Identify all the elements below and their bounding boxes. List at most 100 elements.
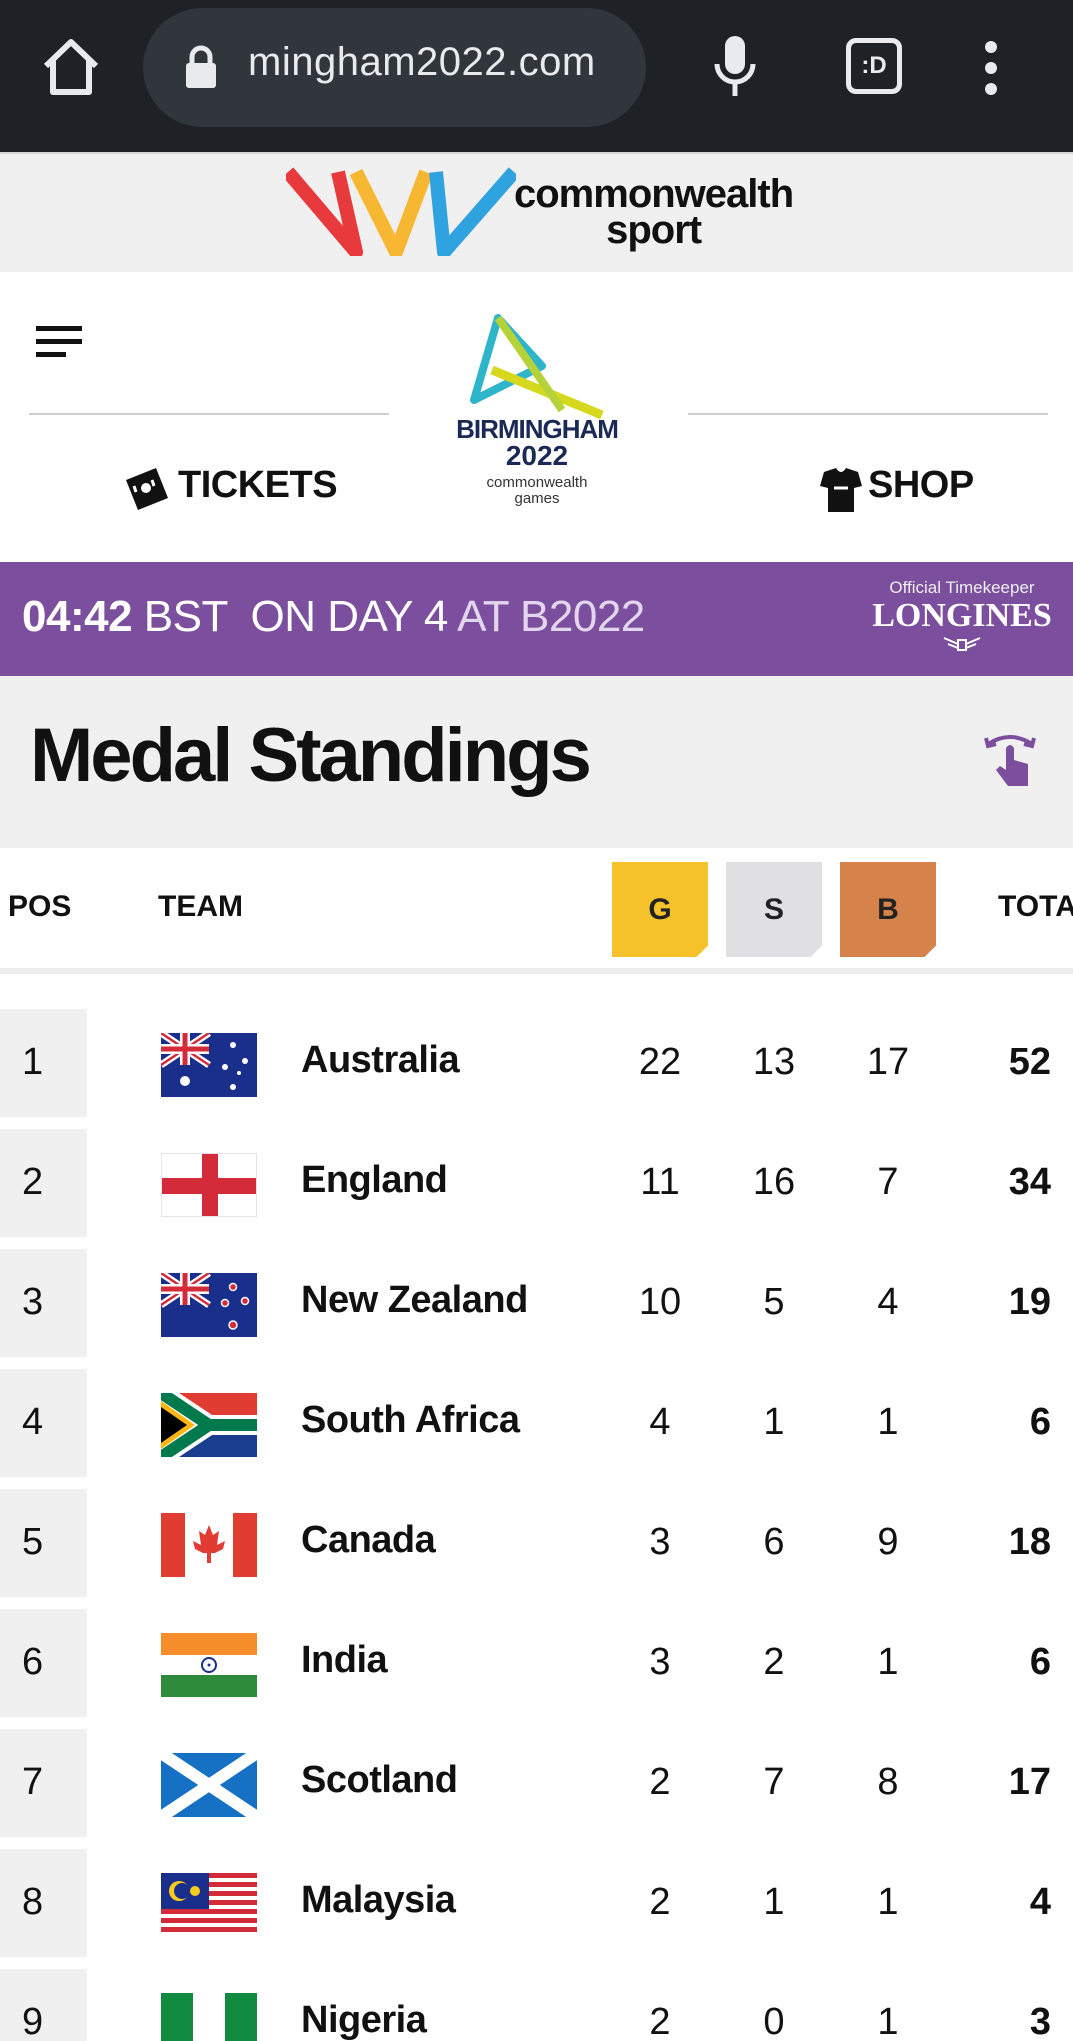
pos-cell: 5 bbox=[0, 1489, 87, 1597]
silver-count: 1 bbox=[763, 1401, 785, 1443]
commonwealth-sport-logo-icon[interactable] bbox=[282, 164, 520, 259]
team-name[interactable]: India bbox=[301, 1639, 388, 1681]
shop-label: SHOP bbox=[868, 464, 974, 506]
ticket-icon bbox=[126, 468, 168, 510]
col-header-silver[interactable]: S bbox=[726, 862, 822, 957]
total-count: 19 bbox=[1008, 1281, 1051, 1323]
col-header-bronze[interactable]: B bbox=[840, 862, 936, 957]
total-count: 52 bbox=[1008, 1041, 1051, 1083]
bronze-count: 9 bbox=[877, 1521, 899, 1563]
bronze-count: 7 bbox=[877, 1161, 899, 1203]
table-row[interactable]: 1 Australia 22 13 17 52 bbox=[0, 1009, 1073, 1117]
pos-cell: 7 bbox=[0, 1729, 87, 1837]
nigeria-flag-icon bbox=[161, 1993, 257, 2041]
timekeeper-label: Official Timekeeper bbox=[889, 578, 1035, 597]
col-header-total: TOTAL bbox=[998, 890, 1073, 923]
team-name[interactable]: Malaysia bbox=[301, 1879, 456, 1921]
gold-count: 3 bbox=[649, 1641, 671, 1683]
row-pos: 4 bbox=[22, 1401, 44, 1443]
canada-flag-icon bbox=[161, 1513, 257, 1577]
col-header-gold[interactable]: G bbox=[612, 862, 708, 957]
header-divider-right bbox=[688, 413, 1048, 415]
total-count: 3 bbox=[1029, 2001, 1051, 2041]
row-pos: 1 bbox=[22, 1041, 44, 1083]
home-icon[interactable] bbox=[40, 36, 102, 98]
table-row[interactable]: 4 South Africa 4 1 1 6 bbox=[0, 1369, 1073, 1477]
more-vert-icon[interactable] bbox=[984, 40, 998, 96]
clock-day: ON DAY 4 bbox=[250, 592, 449, 641]
url-text[interactable]: mingham2022.com bbox=[248, 40, 596, 84]
shop-link[interactable]: SHOP bbox=[816, 460, 986, 520]
logo-city: BIRMINGHAM bbox=[456, 414, 619, 444]
new-zealand-flag-icon bbox=[161, 1273, 257, 1337]
table-row[interactable]: 3 New Zealand 10 5 4 19 bbox=[0, 1249, 1073, 1357]
clock-zone: BST bbox=[143, 592, 228, 641]
col-header-pos: POS bbox=[8, 890, 72, 923]
address-bar[interactable] bbox=[143, 8, 646, 127]
row-pos: 6 bbox=[22, 1641, 44, 1683]
pos-cell: 4 bbox=[0, 1369, 87, 1477]
team-name[interactable]: Scotland bbox=[301, 1759, 458, 1801]
table-row[interactable]: 5 Canada 3 6 9 18 bbox=[0, 1489, 1073, 1597]
bronze-count: 8 bbox=[877, 1761, 899, 1803]
silver-count: 13 bbox=[752, 1041, 796, 1083]
silver-count: 5 bbox=[763, 1281, 785, 1323]
page-title: Medal Standings bbox=[30, 713, 592, 798]
total-count: 18 bbox=[1008, 1521, 1051, 1563]
clock-time: 04:42 bbox=[22, 592, 133, 641]
gold-count: 2 bbox=[649, 1761, 671, 1803]
timekeeper-sponsor[interactable]: Official Timekeeper LONGINES bbox=[862, 578, 1062, 662]
pos-cell: 3 bbox=[0, 1249, 87, 1357]
india-flag-icon bbox=[161, 1633, 257, 1697]
pos-cell: 9 bbox=[0, 1969, 87, 2041]
swipe-hint-icon[interactable] bbox=[982, 726, 1038, 788]
australia-flag-icon bbox=[161, 1033, 257, 1097]
commonwealth-sport-banner bbox=[0, 152, 1073, 274]
team-name[interactable]: South Africa bbox=[301, 1399, 520, 1441]
gold-count: 4 bbox=[649, 1401, 671, 1443]
silver-label: S bbox=[763, 892, 784, 926]
logo-year: 2022 bbox=[505, 440, 569, 471]
table-row[interactable]: 7 Scotland 2 7 8 17 bbox=[0, 1729, 1073, 1837]
gold-count: 11 bbox=[640, 1161, 680, 1203]
microphone-icon[interactable] bbox=[714, 34, 756, 100]
bronze-label: B bbox=[877, 892, 899, 926]
total-count: 4 bbox=[1029, 1881, 1051, 1923]
gold-count: 2 bbox=[649, 1881, 671, 1923]
hamburger-icon[interactable] bbox=[36, 326, 84, 358]
tickets-link[interactable]: TICKETS bbox=[120, 460, 338, 520]
gold-count: 10 bbox=[638, 1281, 682, 1323]
site-header bbox=[0, 272, 1073, 562]
malaysia-flag-icon bbox=[161, 1873, 257, 1937]
scotland-flag-icon bbox=[161, 1753, 257, 1817]
shirt-icon bbox=[820, 468, 862, 512]
team-name[interactable]: New Zealand bbox=[301, 1279, 528, 1321]
bronze-count: 1 bbox=[877, 1881, 899, 1923]
lock-icon[interactable] bbox=[184, 44, 218, 90]
tab-switcher-label: :D bbox=[861, 52, 887, 79]
logo-games-line2: games bbox=[514, 490, 560, 507]
team-name[interactable]: Nigeria bbox=[301, 1999, 427, 2041]
total-count: 34 bbox=[1008, 1161, 1051, 1203]
pos-cell: 8 bbox=[0, 1849, 87, 1957]
table-row[interactable]: 9 Nigeria 2 0 1 3 bbox=[0, 1969, 1073, 2041]
pos-cell: 2 bbox=[0, 1129, 87, 1237]
team-name[interactable]: Canada bbox=[301, 1519, 436, 1561]
gold-count: 2 bbox=[649, 2001, 671, 2041]
table-row[interactable]: 2 England 11 16 7 34 bbox=[0, 1129, 1073, 1237]
brand-line-2: sport bbox=[606, 208, 702, 252]
row-pos: 2 bbox=[22, 1161, 44, 1203]
row-pos: 5 bbox=[22, 1521, 44, 1563]
team-name[interactable]: England bbox=[301, 1159, 448, 1201]
games-clock-bar bbox=[0, 562, 1073, 676]
team-name[interactable]: Australia bbox=[301, 1039, 460, 1081]
silver-count: 1 bbox=[763, 1881, 785, 1923]
row-pos: 9 bbox=[22, 2001, 44, 2041]
table-row[interactable]: 6 India 3 2 1 6 bbox=[0, 1609, 1073, 1717]
table-row[interactable]: 8 Malaysia 2 1 1 4 bbox=[0, 1849, 1073, 1957]
total-count: 6 bbox=[1029, 1641, 1051, 1683]
commonwealth-sport-wordmark: commonwealth sport bbox=[514, 174, 794, 252]
tab-switcher-icon[interactable]: :D bbox=[846, 38, 902, 94]
birmingham-2022-logo[interactable]: BIRMINGHAM 2022 commonwealth games bbox=[452, 310, 622, 510]
gold-count: 22 bbox=[638, 1041, 682, 1083]
